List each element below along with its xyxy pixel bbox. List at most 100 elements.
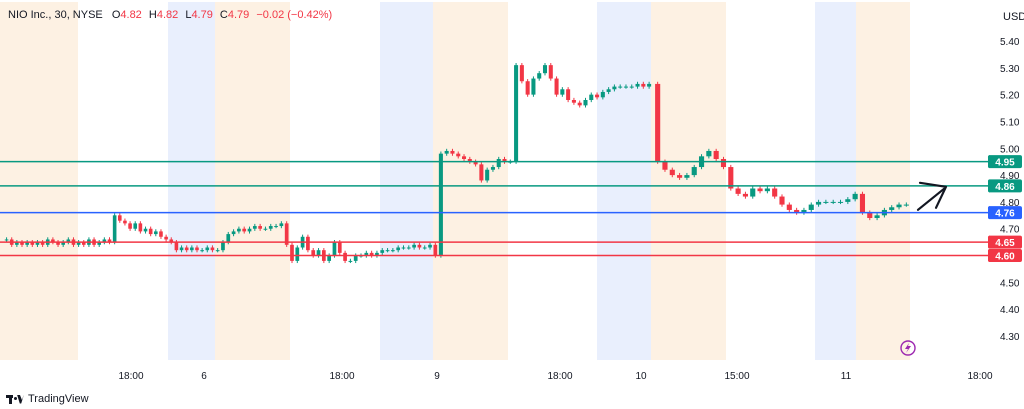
x-tick-label: 18:00 xyxy=(118,371,143,382)
candle-body xyxy=(589,95,593,100)
candle-body xyxy=(595,95,599,98)
y-tick-label: 5.00 xyxy=(1000,144,1020,155)
y-tick-label: 4.30 xyxy=(1000,332,1020,343)
y-tick-label: 5.20 xyxy=(1000,91,1020,102)
candle-body xyxy=(349,261,353,262)
session-band xyxy=(0,2,78,360)
candle-body xyxy=(816,202,821,205)
low-value: 4.79 xyxy=(191,9,212,21)
y-tick-label: 4.70 xyxy=(1000,225,1020,236)
candle-body xyxy=(692,167,697,175)
candle-body xyxy=(133,223,137,228)
candle-body xyxy=(706,151,711,156)
candle-body xyxy=(327,256,331,261)
x-tick-label: 6 xyxy=(201,371,207,382)
candle-body xyxy=(479,164,483,180)
candle-body xyxy=(823,202,828,203)
candle-body xyxy=(258,226,262,229)
high-value: 4.82 xyxy=(157,9,178,21)
candle-body xyxy=(149,229,153,234)
candle-body xyxy=(684,175,689,178)
axis-level-label: 4.76 xyxy=(995,209,1015,220)
candle-body xyxy=(306,237,310,250)
candle-body xyxy=(555,79,559,95)
candle-body xyxy=(904,205,909,206)
session-band xyxy=(433,2,508,360)
x-tick-label: 15:00 xyxy=(724,371,749,382)
candle-body xyxy=(607,89,611,92)
tradingview-brand-text: TradingView xyxy=(28,393,89,405)
x-tick-label: 11 xyxy=(841,371,852,382)
candle-body xyxy=(867,213,872,218)
candle-body xyxy=(578,103,582,106)
candle-body xyxy=(237,229,241,232)
session-band xyxy=(597,2,651,360)
symbol-name[interactable]: NIO Inc., 30, NYSE xyxy=(8,9,103,21)
candle-body xyxy=(526,81,530,94)
x-tick-label: 18:00 xyxy=(547,371,572,382)
candle-body xyxy=(118,215,122,220)
candle-body xyxy=(456,154,460,157)
candle-body xyxy=(743,194,748,197)
y-tick-label: 4.90 xyxy=(1000,171,1020,182)
candle-body xyxy=(566,89,570,100)
candle-body xyxy=(290,245,294,261)
candle-body xyxy=(123,221,127,224)
y-tick-label: 5.10 xyxy=(1000,117,1020,128)
axis-level-label: 4.60 xyxy=(995,252,1015,263)
y-tick-label: 5.40 xyxy=(1000,37,1020,48)
candle-body xyxy=(583,100,587,105)
candle-body xyxy=(354,256,358,261)
candle-body xyxy=(549,65,553,78)
candle-body xyxy=(612,87,616,90)
candle-body xyxy=(242,229,246,232)
tradingview-logo[interactable]: TradingView xyxy=(6,393,89,405)
candle-body xyxy=(647,84,651,87)
candle-body xyxy=(402,248,406,249)
candle-body xyxy=(407,248,411,249)
x-tick-label: 10 xyxy=(635,371,647,382)
candle-body xyxy=(264,229,268,230)
candle-body xyxy=(491,167,495,170)
candle-body xyxy=(721,159,726,167)
candle-body xyxy=(232,231,236,234)
candle-body xyxy=(144,229,148,232)
candle-body xyxy=(439,154,443,256)
candle-body xyxy=(128,223,132,228)
y-tick-label: 4.80 xyxy=(1000,198,1020,209)
candle-body xyxy=(896,205,901,208)
candle-body xyxy=(269,226,273,229)
close-label: C xyxy=(220,9,228,21)
session-band xyxy=(815,2,856,360)
candle-body xyxy=(750,189,755,197)
candle-body xyxy=(175,242,179,250)
candle-body xyxy=(624,87,628,88)
session-bands xyxy=(0,2,910,360)
candle-body xyxy=(677,175,682,178)
candle-body xyxy=(831,202,836,203)
candle-body xyxy=(428,245,432,248)
y-tick-label: 4.40 xyxy=(1000,305,1020,316)
time-axis[interactable]: 18:00 6 18:00 9 18:00 10 15:00 11 18:00 xyxy=(118,371,992,382)
candle-body xyxy=(221,242,225,250)
candle-body xyxy=(423,248,427,249)
candle-body xyxy=(113,215,117,242)
candle-body xyxy=(636,84,640,87)
candle-body xyxy=(845,199,850,202)
close-value: 4.79 xyxy=(228,9,249,21)
candle-body xyxy=(391,250,395,251)
candle-body xyxy=(295,248,299,261)
candle-body xyxy=(180,248,184,251)
candle-body xyxy=(772,189,777,197)
candle-body xyxy=(253,226,257,229)
session-band xyxy=(856,2,910,360)
symbol-legend: NIO Inc., 30, NYSE O4.82 H4.82 L4.79 C4.… xyxy=(8,9,332,21)
candle-body xyxy=(809,205,814,210)
candle-body xyxy=(450,151,454,154)
candle-body xyxy=(779,197,784,205)
x-tick-label: 9 xyxy=(434,371,440,382)
candle-body xyxy=(662,162,667,170)
candle-body xyxy=(601,92,605,97)
price-axis[interactable]: 4.95 4.86 4.76 4.65 4.60 USD 5.40 5.30 5.20 5.10 5… xyxy=(988,0,1024,409)
